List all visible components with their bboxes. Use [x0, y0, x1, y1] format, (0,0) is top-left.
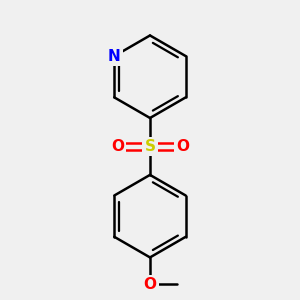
Text: O: O — [111, 139, 124, 154]
Text: O: O — [176, 139, 189, 154]
Text: S: S — [145, 139, 155, 154]
Text: O: O — [143, 277, 157, 292]
Text: N: N — [108, 49, 121, 64]
